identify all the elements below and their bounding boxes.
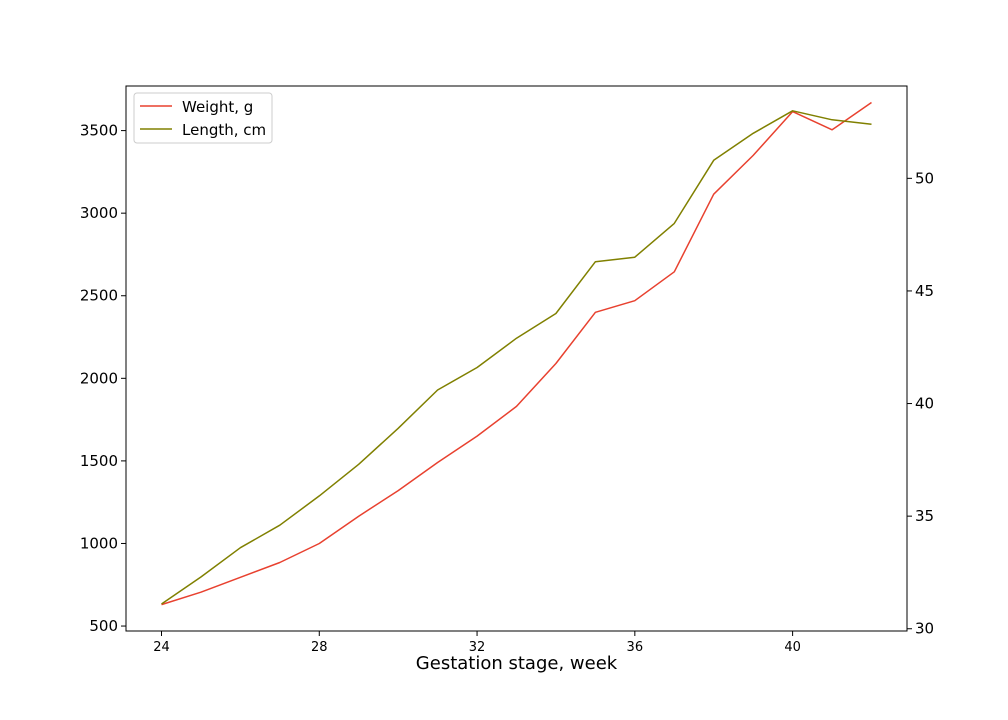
legend-label-length: Length, cm (182, 121, 266, 139)
y-left-tick-label: 500 (89, 617, 118, 635)
y-right-tick-label: 35 (915, 507, 934, 525)
y-right-tick-label: 50 (915, 169, 934, 187)
y-left-tick-label: 3500 (80, 122, 118, 140)
x-tick-label: 36 (627, 640, 644, 655)
y-left-tick-label: 2000 (80, 369, 118, 387)
y-right-axis: 30 35 40 45 50 (907, 169, 934, 638)
y-left-tick-label: 2500 (80, 287, 118, 305)
series-line-length (161, 110, 872, 605)
y-right-tick-label: 30 (915, 620, 934, 638)
legend-label-weight: Weight, g (182, 98, 253, 116)
legend: Weight, g Length, cm (133, 92, 273, 144)
plot-lines (161, 101, 872, 606)
y-left-tick-label: 3000 (80, 204, 118, 222)
y-right-tick-label: 45 (915, 282, 934, 300)
plot-frame (125, 85, 908, 632)
y-left-tick-label: 1000 (80, 534, 118, 552)
x-tick-label: 32 (469, 640, 486, 655)
y-left-axis: 500 1000 1500 2000 2500 3000 3500 (80, 122, 126, 635)
series-line-weight (161, 101, 872, 606)
x-axis: 24 28 32 36 40 (153, 631, 801, 655)
x-tick-label: 28 (311, 640, 328, 655)
x-tick-label: 24 (153, 640, 170, 655)
y-left-tick-label: 1500 (80, 452, 118, 470)
y-right-tick-label: 40 (915, 395, 934, 413)
x-axis-label: Gestation stage, week (416, 653, 618, 674)
x-tick-label: 40 (784, 640, 801, 655)
